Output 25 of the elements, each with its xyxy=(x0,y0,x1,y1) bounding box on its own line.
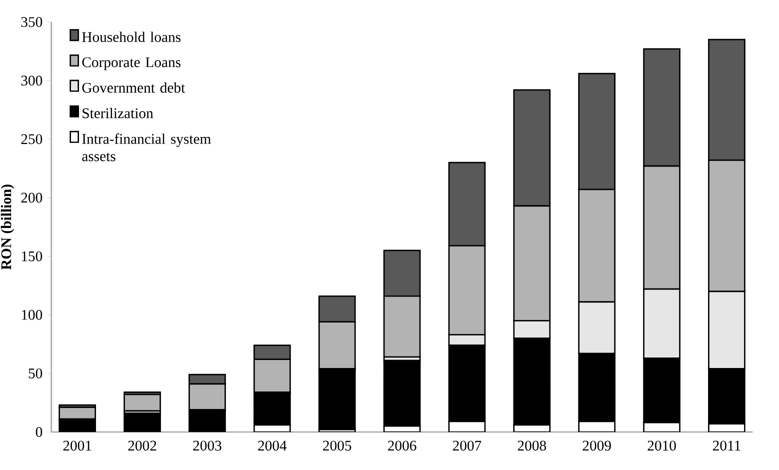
x-tick-label: 2006 xyxy=(388,440,416,451)
y-tick-label: 50 xyxy=(28,368,42,378)
y-tick-label: 150 xyxy=(22,251,42,262)
y-tick-label: 350 xyxy=(21,17,42,27)
x-tick-label: 2007 xyxy=(452,440,482,451)
y-axis-title: RON (billion) xyxy=(0,184,14,270)
x-tick-label: 2009 xyxy=(582,440,611,451)
y-tick-label: 250 xyxy=(21,134,42,144)
x-tick-label: 2001 xyxy=(63,440,92,451)
legend-label: Intra-financial system assets xyxy=(82,133,211,162)
x-tick-label: 2010 xyxy=(648,440,676,451)
x-tick-label: 2011 xyxy=(712,440,740,451)
legend-label: Household loans xyxy=(82,32,181,42)
x-tick-label: 2004 xyxy=(258,440,287,451)
y-tick-label: 100 xyxy=(22,310,42,320)
y-tick-label: 300 xyxy=(21,76,42,86)
legend-label: Sterilization xyxy=(82,108,154,118)
y-tick-label: 200 xyxy=(21,192,42,203)
x-tick-label: 2008 xyxy=(518,440,546,451)
legend-label: Corporate Loans xyxy=(82,57,180,70)
x-tick-label: 2002 xyxy=(128,440,156,451)
x-tick-label: 2005 xyxy=(323,440,352,451)
y-tick-label: 0 xyxy=(36,427,42,437)
x-tick-label: 2003 xyxy=(193,440,222,451)
legend-label: Government debt xyxy=(82,82,186,93)
